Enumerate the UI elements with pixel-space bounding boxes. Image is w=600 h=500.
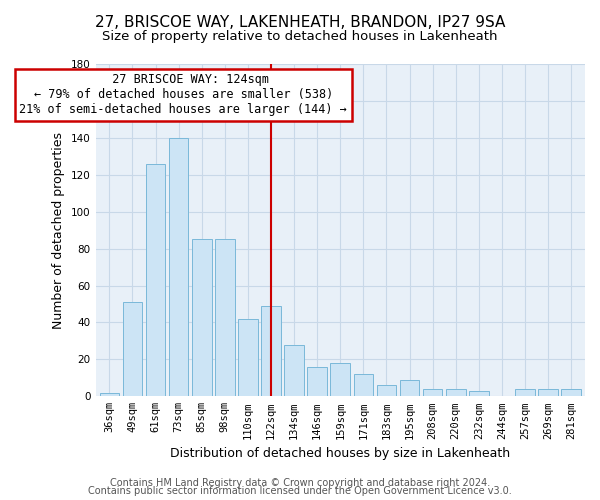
- Bar: [238, 319, 258, 396]
- Bar: [400, 380, 419, 396]
- Text: Size of property relative to detached houses in Lakenheath: Size of property relative to detached ho…: [102, 30, 498, 43]
- Bar: [146, 164, 166, 396]
- Bar: [353, 374, 373, 396]
- Bar: [538, 389, 558, 396]
- Bar: [446, 389, 466, 396]
- Bar: [469, 391, 488, 396]
- Bar: [122, 302, 142, 396]
- Text: 27 BRISCOE WAY: 124sqm
← 79% of detached houses are smaller (538)
21% of semi-de: 27 BRISCOE WAY: 124sqm ← 79% of detached…: [19, 73, 347, 116]
- Text: Contains public sector information licensed under the Open Government Licence v3: Contains public sector information licen…: [88, 486, 512, 496]
- Bar: [562, 389, 581, 396]
- Bar: [169, 138, 188, 396]
- Text: Contains HM Land Registry data © Crown copyright and database right 2024.: Contains HM Land Registry data © Crown c…: [110, 478, 490, 488]
- Bar: [192, 240, 212, 396]
- Bar: [261, 306, 281, 396]
- X-axis label: Distribution of detached houses by size in Lakenheath: Distribution of detached houses by size …: [170, 447, 511, 460]
- Bar: [215, 240, 235, 396]
- Bar: [307, 367, 327, 396]
- Text: 27, BRISCOE WAY, LAKENHEATH, BRANDON, IP27 9SA: 27, BRISCOE WAY, LAKENHEATH, BRANDON, IP…: [95, 15, 505, 30]
- Bar: [331, 363, 350, 396]
- Bar: [423, 389, 442, 396]
- Bar: [284, 344, 304, 397]
- Bar: [377, 385, 396, 396]
- Bar: [100, 392, 119, 396]
- Y-axis label: Number of detached properties: Number of detached properties: [52, 132, 65, 328]
- Bar: [515, 389, 535, 396]
